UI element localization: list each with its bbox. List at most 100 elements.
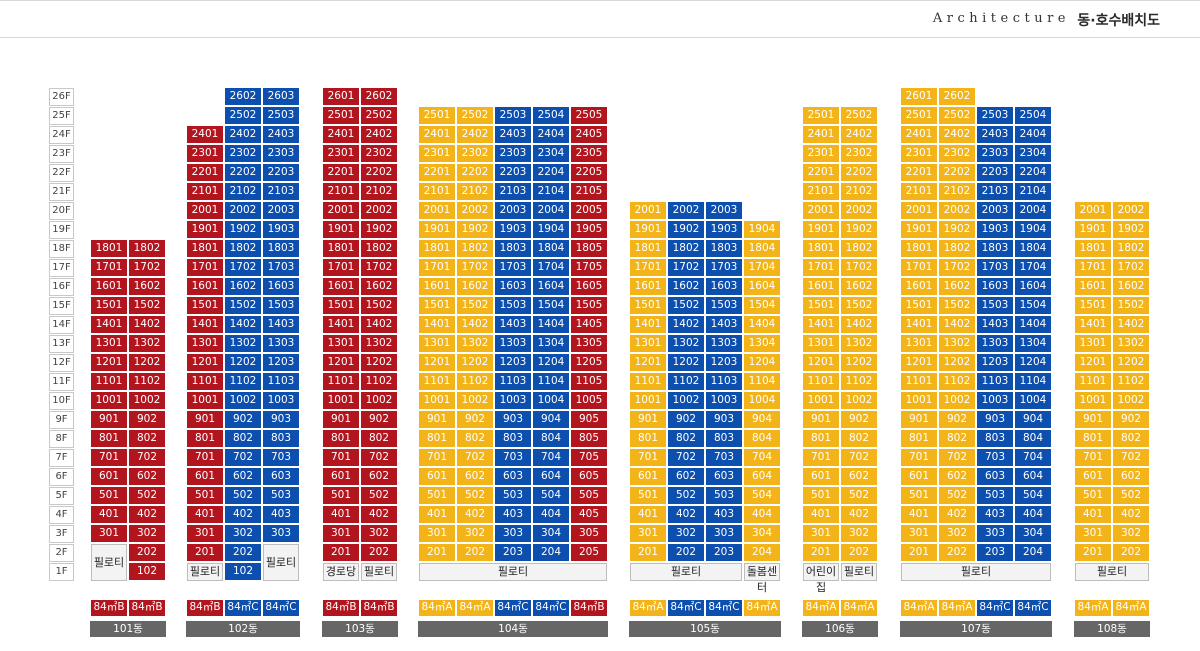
floor-label: 23F (49, 145, 74, 163)
unit-cell: 901 (802, 410, 840, 429)
floor-label: 5F (49, 487, 74, 505)
unit-cell: 301 (629, 524, 667, 543)
unit-cell: 703 (705, 448, 743, 467)
unit-cell: 1403 (976, 315, 1014, 334)
unit-cell: 1303 (494, 334, 532, 353)
unit-cell: 2603 (262, 87, 300, 106)
unit-cell: 1801 (1074, 239, 1112, 258)
unit-cell: 1903 (705, 220, 743, 239)
unit-cell: 401 (418, 505, 456, 524)
unit-cell: 1401 (900, 315, 938, 334)
unit-cell: 802 (840, 429, 878, 448)
unit-cell: 201 (1074, 543, 1112, 562)
unit-type-tag: 84㎡B (570, 599, 608, 617)
unit-cell: 1602 (128, 277, 166, 296)
unit-cell: 405 (570, 505, 608, 524)
unit-cell: 2403 (494, 125, 532, 144)
unit-cell: 1701 (322, 258, 360, 277)
unit-cell: 2301 (322, 144, 360, 163)
unit-cell: 2102 (456, 182, 494, 201)
unit-cell: 1303 (705, 334, 743, 353)
unit-cell: 2402 (840, 125, 878, 144)
unit-cell: 2101 (186, 182, 224, 201)
unit-cell: 1801 (802, 239, 840, 258)
unit-cell: 1305 (570, 334, 608, 353)
unit-cell: 1702 (938, 258, 976, 277)
unit-cell: 704 (743, 448, 781, 467)
unit-cell: 1502 (360, 296, 398, 315)
unit-cell: 202 (667, 543, 705, 562)
unit-cell: 1502 (938, 296, 976, 315)
unit-cell: 1502 (840, 296, 878, 315)
unit-cell: 1901 (418, 220, 456, 239)
unit-cell: 1901 (186, 220, 224, 239)
unit-cell: 2002 (360, 201, 398, 220)
unit-cell: 2404 (1014, 125, 1052, 144)
unit-cell: 1201 (629, 353, 667, 372)
unit-cell: 2403 (262, 125, 300, 144)
unit-cell: 2302 (840, 144, 878, 163)
unit-cell: 1805 (570, 239, 608, 258)
unit-cell: 2501 (900, 106, 938, 125)
unit-cell: 1901 (322, 220, 360, 239)
floor-label: 11F (49, 373, 74, 391)
unit-cell: 2204 (532, 163, 570, 182)
unit-cell: 1004 (532, 391, 570, 410)
unit-cell: 401 (629, 505, 667, 524)
building-label: 102동 (186, 621, 300, 637)
unit-cell: 1801 (900, 239, 938, 258)
unit-cell: 1801 (322, 239, 360, 258)
unit-cell: 704 (532, 448, 570, 467)
unit-cell: 801 (322, 429, 360, 448)
unit-cell: 401 (900, 505, 938, 524)
unit-cell: 2001 (1074, 201, 1112, 220)
unit-cell: 2404 (532, 125, 570, 144)
unit-cell: 1002 (224, 391, 262, 410)
unit-cell: 1203 (262, 353, 300, 372)
unit-cell: 1201 (90, 353, 128, 372)
unit-cell: 302 (456, 524, 494, 543)
unit-cell: 1903 (494, 220, 532, 239)
unit-cell: 1802 (1112, 239, 1150, 258)
unit-cell: 604 (1014, 467, 1052, 486)
unit-cell: 1702 (128, 258, 166, 277)
unit-cell: 901 (418, 410, 456, 429)
unit-cell: 1001 (802, 391, 840, 410)
unit-cell: 402 (840, 505, 878, 524)
unit-type-tag: 84㎡A (1112, 599, 1150, 617)
unit-cell: 2502 (938, 106, 976, 125)
unit-cell: 1304 (743, 334, 781, 353)
unit-cell: 304 (532, 524, 570, 543)
floor-label: 10F (49, 392, 74, 410)
header-title-ko: 동·호수배치도 (1077, 13, 1160, 29)
unit-cell: 702 (456, 448, 494, 467)
unit-cell: 403 (262, 505, 300, 524)
unit-cell: 1001 (1074, 391, 1112, 410)
unit-cell: 2002 (224, 201, 262, 220)
unit-cell: 1001 (186, 391, 224, 410)
unit-cell: 1701 (418, 258, 456, 277)
unit-cell: 1201 (900, 353, 938, 372)
unit-cell: 1002 (128, 391, 166, 410)
unit-cell: 1702 (667, 258, 705, 277)
unit-cell: 2205 (570, 163, 608, 182)
unit-cell: 1801 (90, 239, 128, 258)
unit-cell: 2301 (418, 144, 456, 163)
unit-cell: 2002 (1112, 201, 1150, 220)
unit-cell: 603 (494, 467, 532, 486)
unit-cell: 2302 (224, 144, 262, 163)
unit-cell: 1501 (90, 296, 128, 315)
unit-cell: 402 (667, 505, 705, 524)
unit-cell: 302 (224, 524, 262, 543)
unit-cell: 1501 (900, 296, 938, 315)
unit-cell: 1003 (976, 391, 1014, 410)
unit-cell: 1802 (360, 239, 398, 258)
unit-cell: 801 (418, 429, 456, 448)
unit-cell: 703 (494, 448, 532, 467)
unit-cell: 403 (976, 505, 1014, 524)
unit-cell: 401 (322, 505, 360, 524)
unit-cell: 502 (360, 486, 398, 505)
unit-cell: 1601 (90, 277, 128, 296)
unit-cell: 302 (840, 524, 878, 543)
floor-label: 21F (49, 183, 74, 201)
